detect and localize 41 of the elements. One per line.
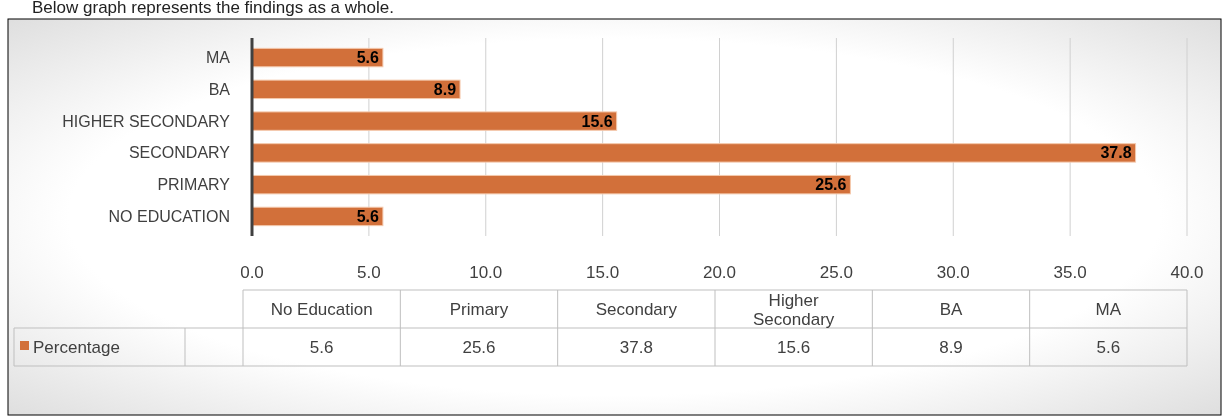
text: Higher Secondary	[753, 290, 835, 329]
text: 25.6	[462, 337, 496, 357]
text: BA	[939, 299, 963, 319]
x-tick-label: 40.0	[1170, 262, 1204, 282]
data-label: 8.9	[433, 80, 457, 98]
x-tick-label: 5.0	[357, 262, 381, 282]
text: 5.6	[1096, 337, 1121, 357]
x-tick-label: 10.0	[469, 262, 503, 282]
bar	[251, 174, 851, 195]
text: No Education	[270, 299, 373, 319]
x-tick-label: 0.0	[240, 262, 264, 282]
bar	[251, 111, 618, 131]
text: Below graph represents the findings as a whole.	[32, 0, 394, 17]
x-tick-label: 15.0	[586, 262, 620, 282]
bar	[251, 143, 1137, 163]
data-label: 37.8	[1100, 144, 1132, 162]
y-tick-label: BA	[208, 80, 231, 98]
x-tick-label: 30.0	[936, 262, 970, 282]
text: MA	[1095, 299, 1122, 319]
x-tick-label: 20.0	[702, 262, 737, 282]
text: 37.8	[619, 337, 653, 357]
x-tick-label: 25.0	[819, 262, 853, 282]
data-label: 5.6	[356, 208, 379, 226]
legend-label: Percentage	[33, 337, 120, 357]
y-tick-label: PRIMARY	[157, 176, 231, 194]
y-tick-label: SECONDARY	[128, 144, 231, 162]
y-tick-label: NO EDUCATION	[108, 208, 230, 226]
x-tick-label: 35.0	[1053, 262, 1087, 282]
text: Primary	[449, 299, 509, 319]
data-label: 5.6	[356, 49, 379, 67]
data-label: 25.6	[815, 176, 847, 194]
bar	[251, 79, 461, 100]
y-tick-label: HIGHER SECONDARY	[62, 112, 231, 130]
y-tick-label: MA	[206, 49, 231, 67]
text: 5.6	[309, 337, 334, 357]
text: 8.9	[939, 337, 963, 357]
bar	[251, 206, 384, 227]
text: Secondary	[595, 299, 678, 319]
bar	[251, 47, 384, 68]
data-label: 15.6	[581, 112, 613, 130]
text: 15.6	[777, 337, 811, 357]
